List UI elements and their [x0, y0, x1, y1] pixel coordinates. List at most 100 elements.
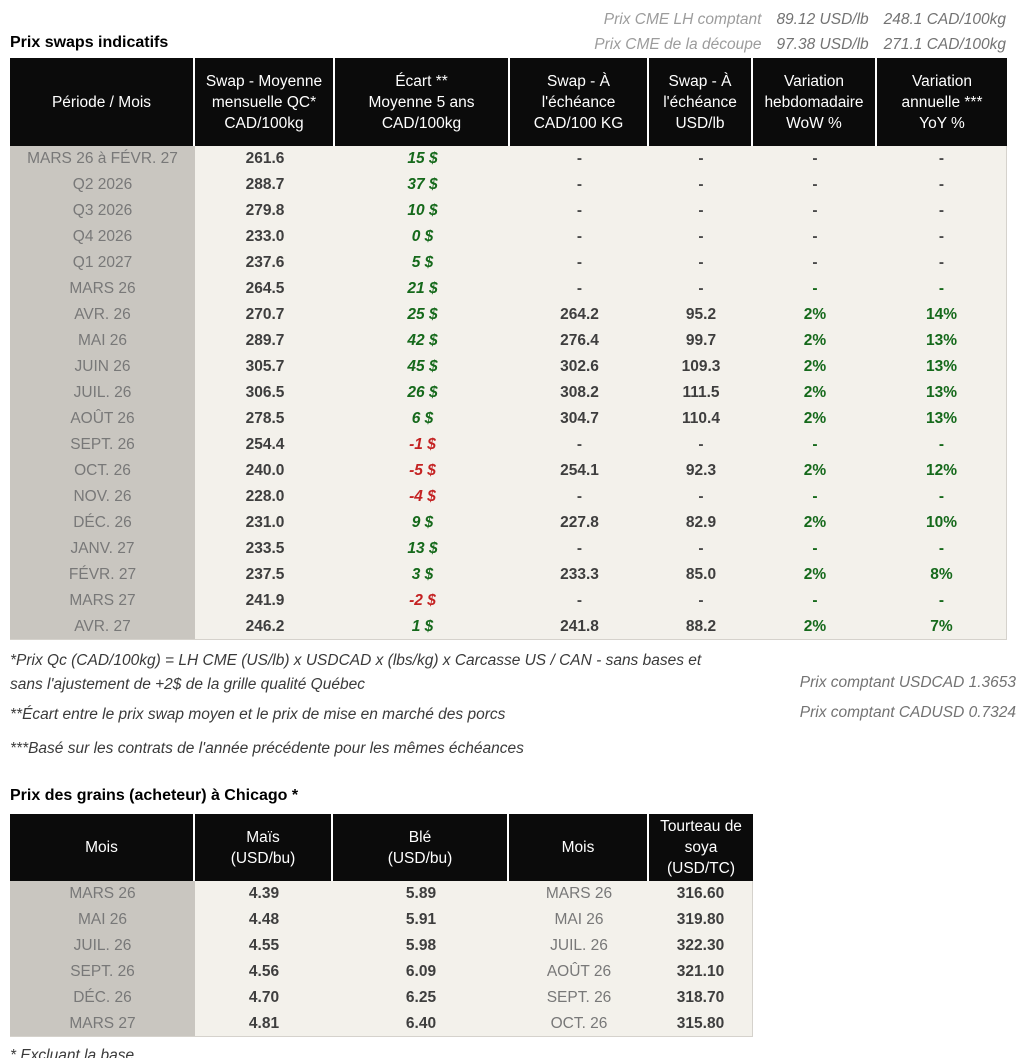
swap-row: FÉVR. 27 237.5 3 $233.3 85.0 2% 8%	[10, 562, 1007, 588]
yoy-cell: 12%	[877, 458, 1007, 484]
period-cell: Q4 2026	[10, 224, 195, 250]
maturity-usd-cell: -	[649, 276, 753, 302]
swap-row: AVR. 26 270.7 25 $264.2 95.2 2% 14%	[10, 302, 1007, 328]
yoy-cell: -	[877, 172, 1007, 198]
swap-row: JUIN 26 305.7 45 $302.6 109.3 2% 13%	[10, 354, 1007, 380]
grain-row: MARS 26 4.39 5.89 MARS 26 316.60	[10, 881, 753, 907]
yoy-cell: 8%	[877, 562, 1007, 588]
column-header-ecart: Écart ** Moyenne 5 ans CAD/100kg	[335, 58, 510, 146]
wow-cell: 2%	[753, 354, 877, 380]
wow-cell: -	[753, 536, 877, 562]
ecart-cell: 9 $	[335, 510, 510, 536]
soymeal-price-cell: 321.10	[649, 959, 753, 985]
swap-table-body: MARS 26 à FÉVR. 27 261.6 15 $ - - - - Q2 2026 28…	[10, 146, 1007, 640]
swap-row: NOV. 26 228.0 -4 $ - - - -	[10, 484, 1007, 510]
column-header-maturity-usd: Swap - À l'échéance USD/lb	[649, 58, 753, 146]
maturity-usd-cell: 82.9	[649, 510, 753, 536]
ecart-cell: 25 $	[335, 302, 510, 328]
maturity-cad-cell: -	[510, 276, 649, 302]
maturity-usd-cell: -	[649, 484, 753, 510]
swap-avg-cell: 233.5	[195, 536, 335, 562]
period-cell: MAI 26	[10, 328, 195, 354]
swap-avg-cell: 254.4	[195, 432, 335, 458]
ecart-cell: 3 $	[335, 562, 510, 588]
wow-cell: -	[753, 276, 877, 302]
ecart-cell: 21 $	[335, 276, 510, 302]
footnote-price-formula: *Prix Qc (CAD/100kg) = LH CME (US/lb) x …	[10, 652, 702, 693]
footnote-ecart: **Écart entre le prix swap moyen et le p…	[10, 706, 506, 723]
grain-price-table: Mois Maïs (USD/bu) Blé (USD/bu) Mois Tou…	[10, 814, 753, 1037]
soymeal-price-cell: 322.30	[649, 933, 753, 959]
maturity-usd-cell: -	[649, 588, 753, 614]
period-cell: MARS 27	[10, 588, 195, 614]
swap-avg-cell: 237.5	[195, 562, 335, 588]
corn-price-cell: 4.56	[195, 959, 333, 985]
period-cell: AVR. 27	[10, 614, 195, 640]
grain-month-right-cell: JUIL. 26	[509, 933, 649, 959]
soymeal-price-cell: 316.60	[649, 881, 753, 907]
grain-month-right-cell: SEPT. 26	[509, 985, 649, 1011]
corn-price-cell: 4.55	[195, 933, 333, 959]
ecart-cell: -5 $	[335, 458, 510, 484]
yoy-cell: 13%	[877, 406, 1007, 432]
cme-lh-spot-line: Prix CME LH comptant 89.12 USD/lb 248.1 CA…	[594, 7, 1006, 32]
ecart-cell: 6 $	[335, 406, 510, 432]
maturity-usd-cell: 111.5	[649, 380, 753, 406]
top-bar: Prix swaps indicatifs Prix CME LH compta…	[0, 0, 1024, 58]
ecart-cell: 5 $	[335, 250, 510, 276]
cme-lh-spot-usd: 89.12 USD/lb	[776, 11, 869, 28]
maturity-usd-cell: -	[649, 172, 753, 198]
period-cell: FÉVR. 27	[10, 562, 195, 588]
maturity-cad-cell: -	[510, 198, 649, 224]
grain-row: SEPT. 26 4.56 6.09 AOÛT 26 321.10	[10, 959, 753, 985]
maturity-cad-cell: 227.8	[510, 510, 649, 536]
cme-lh-spot-label: Prix CME LH comptant	[603, 11, 762, 28]
ecart-cell: 10 $	[335, 198, 510, 224]
maturity-cad-cell: 233.3	[510, 562, 649, 588]
footnote-yoy-basis: ***Basé sur les contrats de l'année préc…	[10, 740, 524, 757]
grain-row: JUIL. 26 4.55 5.98 JUIL. 26 322.30	[10, 933, 753, 959]
swap-price-table: Période / Mois Swap - Moyenne mensuelle …	[10, 58, 1007, 640]
yoy-cell: -	[877, 250, 1007, 276]
grain-table-body: MARS 26 4.39 5.89 MARS 26 316.60 MAI 26 4.48 5.…	[10, 881, 753, 1037]
grain-month-left-cell: JUIL. 26	[10, 933, 195, 959]
maturity-cad-cell: 304.7	[510, 406, 649, 432]
cme-cutout-spot-label: Prix CME de la découpe	[594, 36, 762, 53]
soymeal-price-cell: 315.80	[649, 1011, 753, 1037]
column-header-ble: Blé (USD/bu)	[333, 814, 509, 881]
grain-month-left-cell: MAI 26	[10, 907, 195, 933]
swap-row: AOÛT 26 278.5 6 $304.7 110.4 2% 13%	[10, 406, 1007, 432]
swap-avg-cell: 246.2	[195, 614, 335, 640]
period-cell: AOÛT 26	[10, 406, 195, 432]
maturity-cad-cell: -	[510, 432, 649, 458]
wheat-price-cell: 6.25	[333, 985, 509, 1011]
swap-row: Q2 2026 288.7 37 $ - - - -	[10, 172, 1007, 198]
swap-row: JANV. 27 233.5 13 $ - - - -	[10, 536, 1007, 562]
grain-row: DÉC. 26 4.70 6.25 SEPT. 26 318.70	[10, 985, 753, 1011]
period-cell: JUIL. 26	[10, 380, 195, 406]
wheat-price-cell: 5.98	[333, 933, 509, 959]
grain-table-header: Mois Maïs (USD/bu) Blé (USD/bu) Mois Tou…	[10, 814, 753, 881]
swap-row: MARS 27 241.9 -2 $ - - - -	[10, 588, 1007, 614]
grain-month-right-cell: MARS 26	[509, 881, 649, 907]
swap-footnotes: *Prix Qc (CAD/100kg) = LH CME (US/lb) x …	[10, 649, 1024, 761]
ecart-cell: -1 $	[335, 432, 510, 458]
column-header-period: Période / Mois	[10, 58, 195, 146]
column-header-swap-avg: Swap - Moyenne mensuelle QC* CAD/100kg	[195, 58, 335, 146]
ecart-cell: 0 $	[335, 224, 510, 250]
period-cell: SEPT. 26	[10, 432, 195, 458]
maturity-usd-cell: 110.4	[649, 406, 753, 432]
yoy-cell: -	[877, 432, 1007, 458]
period-cell: OCT. 26	[10, 458, 195, 484]
swap-avg-cell: 240.0	[195, 458, 335, 484]
period-cell: Q2 2026	[10, 172, 195, 198]
swap-avg-cell: 305.7	[195, 354, 335, 380]
maturity-usd-cell: 85.0	[649, 562, 753, 588]
yoy-cell: -	[877, 536, 1007, 562]
yoy-cell: 13%	[877, 380, 1007, 406]
period-cell: JANV. 27	[10, 536, 195, 562]
period-cell: JUIN 26	[10, 354, 195, 380]
corn-price-cell: 4.81	[195, 1011, 333, 1037]
swap-row: Q4 2026 233.0 0 $ - - - -	[10, 224, 1007, 250]
grain-header-row: Mois Maïs (USD/bu) Blé (USD/bu) Mois Tou…	[10, 814, 753, 881]
